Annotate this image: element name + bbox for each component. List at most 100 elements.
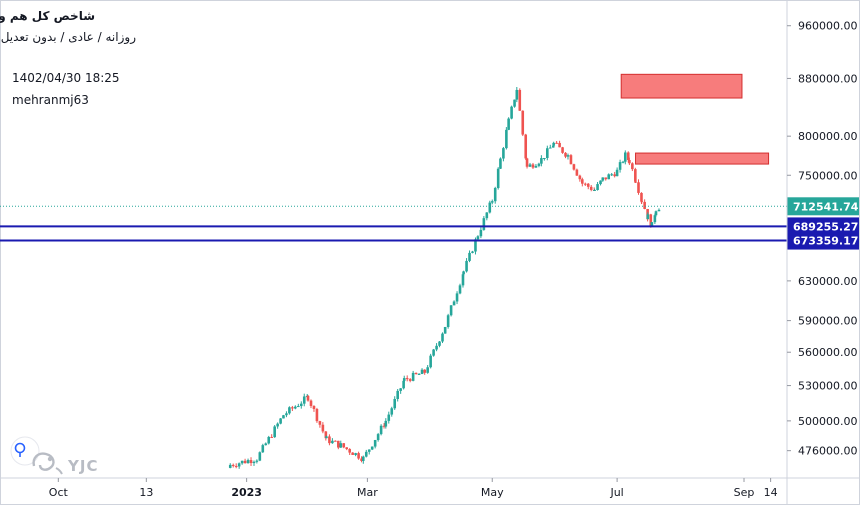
candle-body [479,229,483,237]
candle-body [339,443,343,448]
candle-body [373,440,377,447]
candle-body [518,89,522,111]
candle-body [243,460,247,464]
candle-body [361,456,365,461]
candle-body [650,222,654,227]
candle-body [261,445,265,453]
candle-body [426,367,429,373]
candle-body [312,405,316,409]
candle-body [540,158,543,164]
candle-body [649,214,653,227]
candle-body [653,215,657,223]
candle-body [393,398,397,409]
support-price-tag [787,231,859,250]
candle-body [334,440,337,442]
candle-body [324,431,328,439]
candle-body [360,458,363,461]
candle-body [524,134,528,159]
candle-body [411,372,415,381]
candle-body [586,183,590,187]
x-tick-label: 14 [764,486,778,499]
candle-body [351,452,354,455]
candle-body [294,406,297,409]
candle-body [631,163,634,170]
candle-body [534,165,538,168]
candle-body [623,152,627,162]
y-tick-label: 476000.00 [798,445,858,458]
candle-body [628,160,631,164]
candle-body [543,157,546,159]
candle-body [485,212,489,219]
candle-body [291,407,294,409]
candle-body [285,413,288,416]
candle-body [396,390,399,399]
candle-body [328,436,331,444]
candle-body [474,239,477,252]
candle-body [607,174,611,180]
candle-body [646,214,650,220]
candle-body [318,421,322,425]
candle-body [575,169,579,176]
candle-body [390,408,394,415]
candle-body [581,179,584,184]
candle-body [589,186,593,190]
timestamp: 1402/04/30 18:25 [12,71,120,85]
candle-body [468,252,471,261]
y-tick-label: 500000.00 [798,415,858,428]
candle-body [234,465,238,467]
candle-body [357,453,360,459]
candle-body [613,174,616,177]
resistance-zones [620,73,770,165]
candle-body [551,145,555,148]
candle-body [561,147,564,153]
candle-body [402,378,406,381]
candle-body [599,180,602,185]
candle-body [502,148,505,159]
price-tag-label: 712541.74 [793,200,859,213]
candle-body [510,106,513,119]
watermark-text: YJC [68,457,99,475]
candle-body [657,209,661,212]
candle-body [462,271,465,275]
candle-body [548,147,552,149]
candle-body [458,285,462,294]
candle-body [558,142,561,148]
candle-body [387,414,391,421]
candle-body [552,142,555,146]
candle-body [441,333,444,342]
candle-body [379,425,383,435]
candle-body [446,315,450,327]
candle-body [302,396,306,404]
current-price-tag [787,197,859,216]
candle-body [282,415,285,419]
candle-body [267,436,271,444]
candle-body [476,236,480,240]
yjc-logo-icon [32,452,63,475]
candles-layer [228,87,661,469]
candle-body [420,369,424,374]
candle-body [521,110,525,135]
y-tick-label: 880000.00 [798,72,858,85]
candle-body [297,406,300,408]
candle-body [270,436,273,438]
candle-body [531,164,535,168]
candle-body [438,341,441,346]
candle-body [249,460,253,464]
candle-body [382,425,386,427]
candle-body [643,201,646,209]
candle-body [240,460,244,464]
x-tick-label: 2023 [231,486,262,499]
lightbulb-icon[interactable] [8,436,42,466]
candle-body [299,403,303,407]
candle-body [321,424,325,432]
candle-body [640,192,643,202]
candle-body [364,451,368,457]
candle-body [569,155,573,165]
x-tick-label: Sep [734,486,755,499]
candle-body [610,174,613,176]
candle-body [306,395,310,401]
candle-body [435,345,438,350]
